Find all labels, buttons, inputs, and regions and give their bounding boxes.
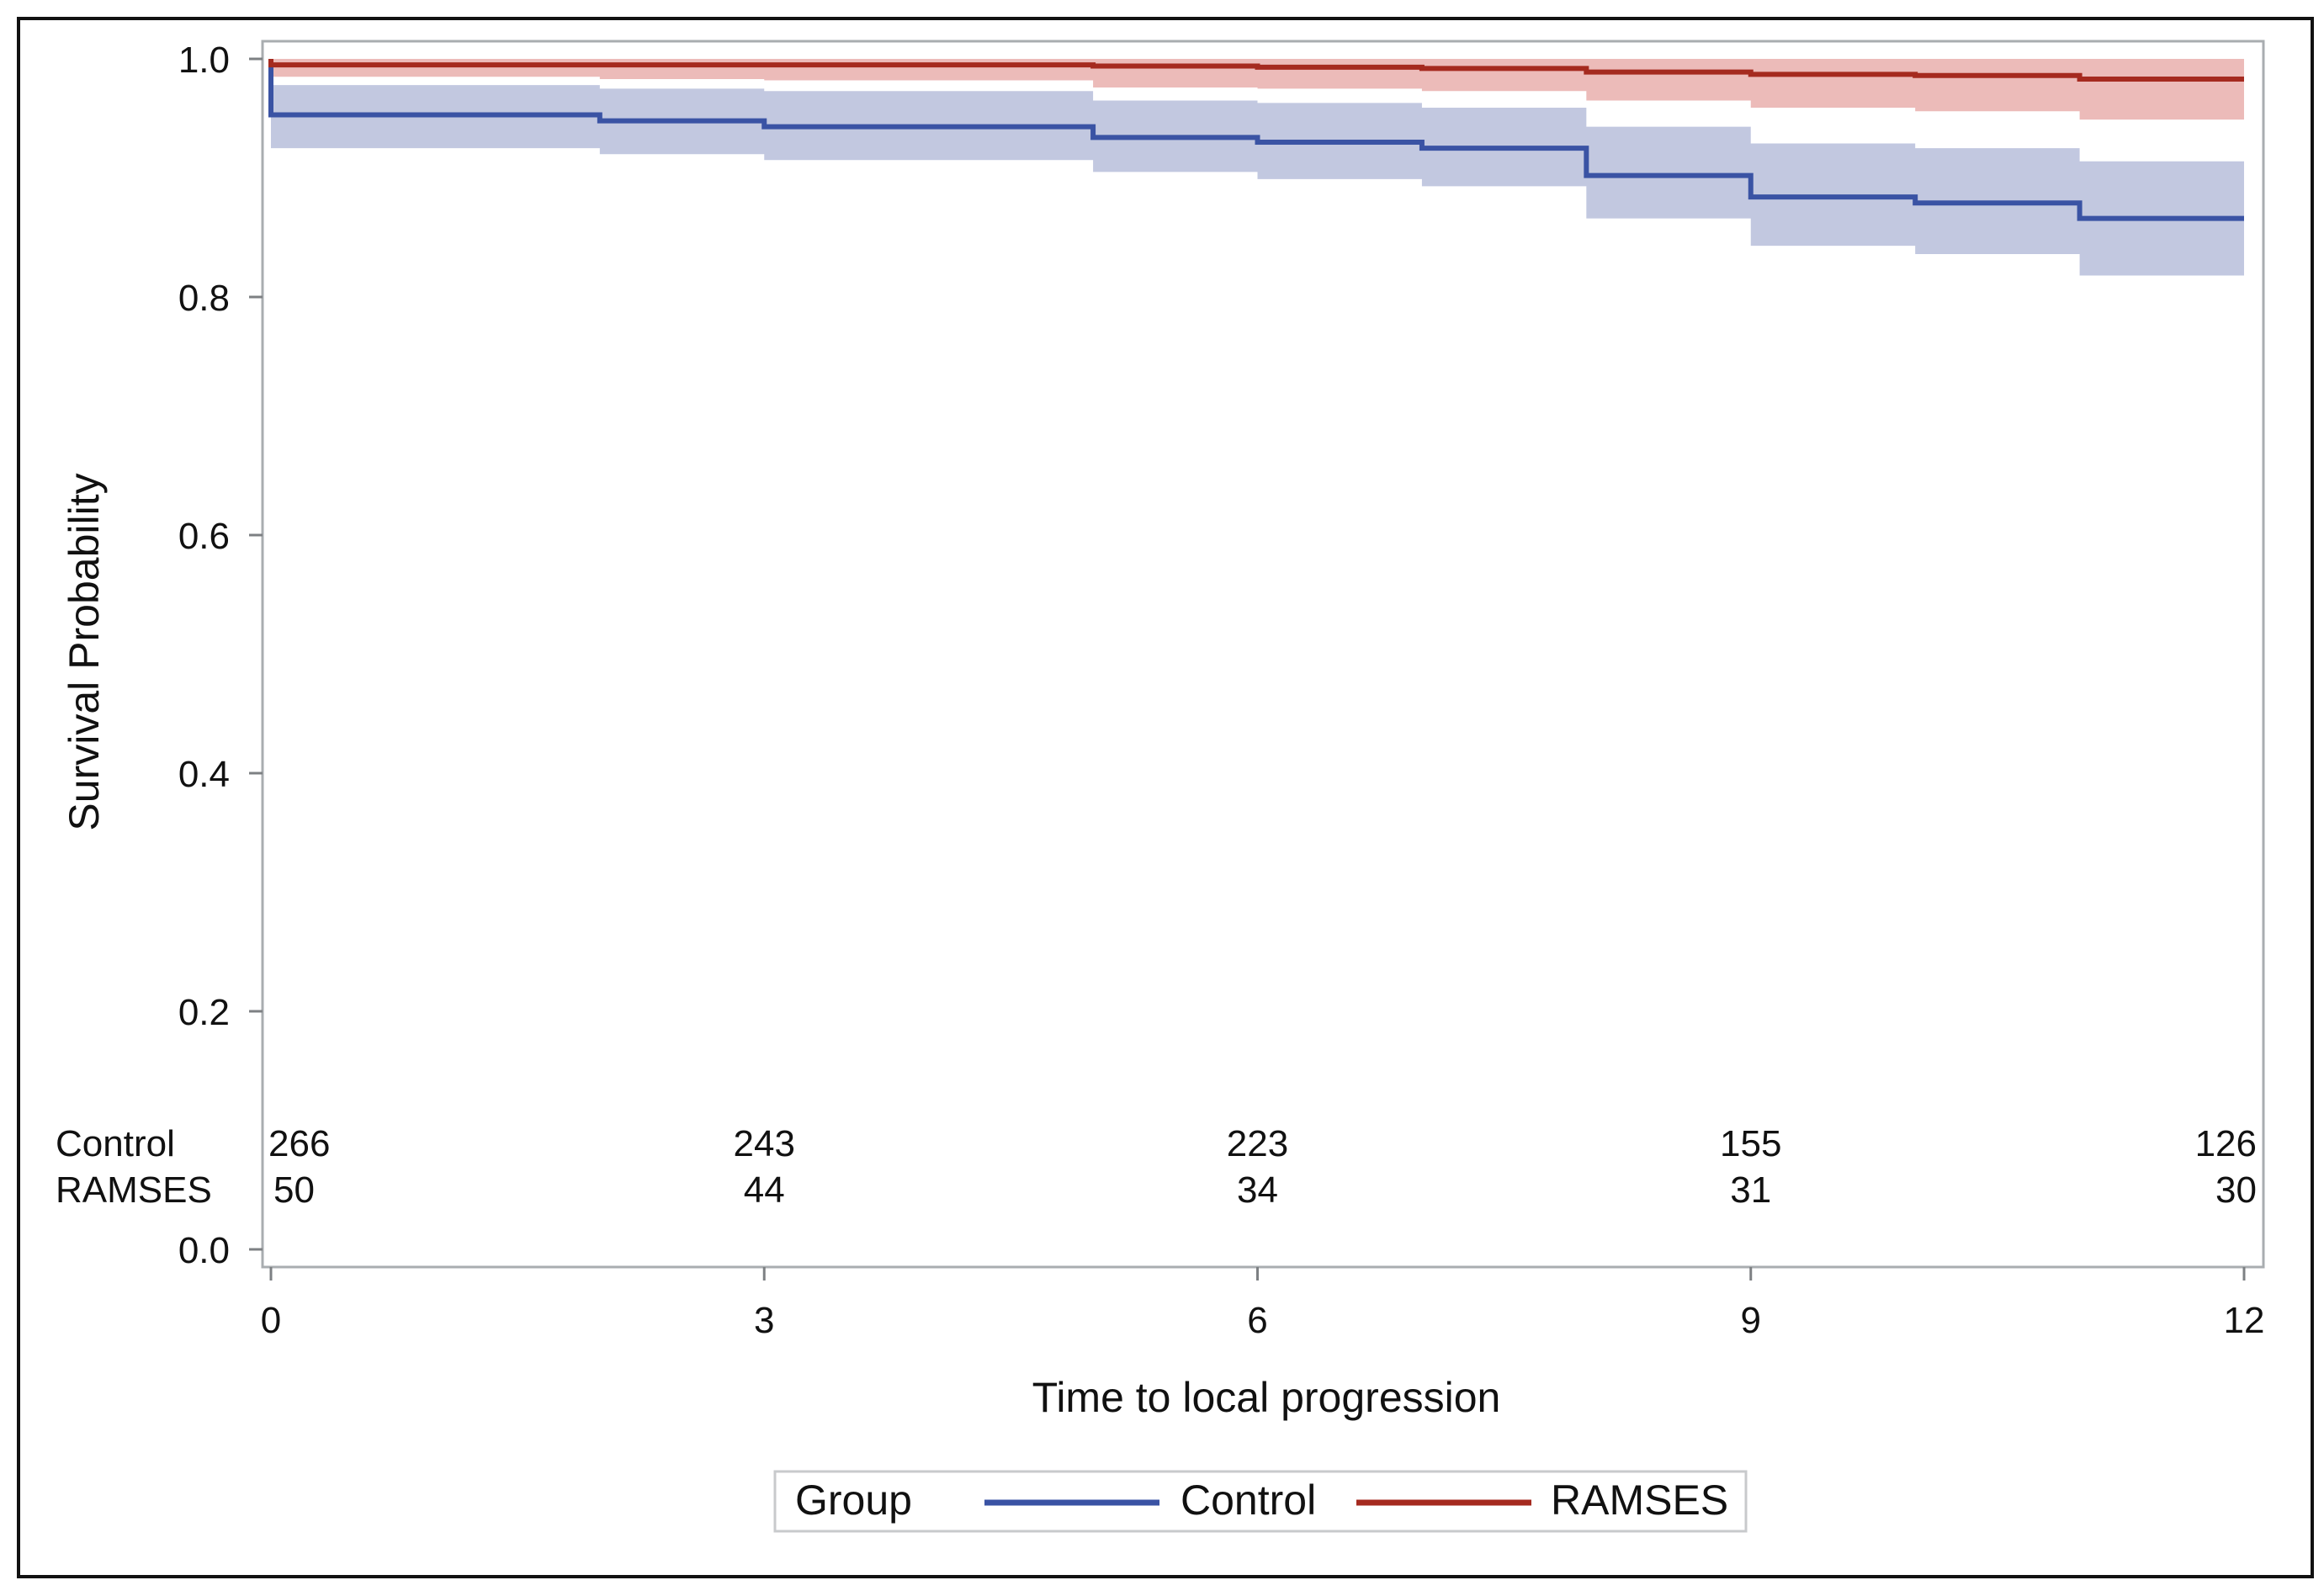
x-axis-label: Time to local progression — [1032, 1374, 1501, 1421]
legend-label-control: Control — [1181, 1477, 1316, 1524]
x-tick-label: 3 — [754, 1300, 774, 1341]
at-risk-value: 30 — [2215, 1169, 2257, 1211]
y-tick-label: 0.0 — [178, 1230, 230, 1271]
x-tick-label: 6 — [1247, 1300, 1267, 1341]
at-risk-value: 126 — [2195, 1123, 2257, 1164]
y-tick-label: 0.8 — [178, 278, 230, 319]
legend: Group Control RAMSES — [773, 1470, 1748, 1533]
at-risk-value: 31 — [1730, 1169, 1771, 1211]
plot-area-frame — [261, 40, 2265, 1269]
x-tick-label: 9 — [1741, 1300, 1761, 1341]
y-tick-label: 0.6 — [178, 516, 230, 557]
survival-curve-ramses — [268, 59, 2244, 82]
legend-label-ramses: RAMSES — [1551, 1477, 1728, 1524]
at-risk-value: 50 — [273, 1169, 315, 1211]
survival-curve-control — [268, 59, 2244, 221]
at-risk-value: 34 — [1237, 1169, 1278, 1211]
at-risk-value: 266 — [268, 1123, 330, 1164]
at-risk-value: 44 — [744, 1169, 785, 1211]
confidence-band-control — [271, 85, 2244, 276]
at-risk-value: 223 — [1227, 1123, 1288, 1164]
y-tick-label: 0.2 — [178, 992, 230, 1033]
at-risk-row-label-ramses: RAMSES — [56, 1169, 212, 1211]
y-tick-label: 0.4 — [178, 754, 230, 795]
x-tick-label: 0 — [261, 1300, 281, 1341]
at-risk-value: 155 — [1720, 1123, 1781, 1164]
at-risk-row-label-control: Control — [56, 1123, 175, 1164]
at-risk-value: 243 — [734, 1123, 795, 1164]
y-tick-label: 1.0 — [178, 40, 230, 81]
x-tick-label: 12 — [2224, 1300, 2265, 1341]
legend-box — [773, 1470, 1748, 1533]
legend-title: Group — [795, 1477, 912, 1524]
y-axis-label: Survival Probability — [61, 473, 108, 830]
figure-border — [17, 17, 2314, 1578]
